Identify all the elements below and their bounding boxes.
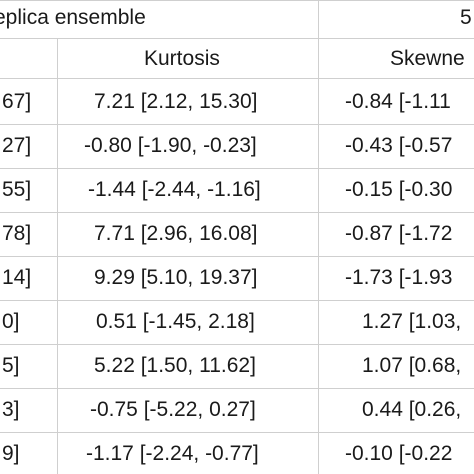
table-cell-left: 0] bbox=[2, 310, 20, 333]
table-cell-left: 55] bbox=[2, 178, 32, 201]
table-cell-left: 9] bbox=[2, 442, 20, 465]
table-cell-left: 5] bbox=[2, 354, 20, 377]
table-cell-skewness: 0.44 [0.26, bbox=[362, 398, 462, 421]
row-divider bbox=[0, 432, 474, 433]
table-cell-skewness: 1.07 [0.68, bbox=[362, 354, 462, 377]
column-header-skewness: Skewne bbox=[390, 47, 465, 70]
table-cell-left: 27] bbox=[2, 134, 32, 157]
column-header-kurtosis: Kurtosis bbox=[144, 47, 220, 70]
table-cell-left: 14] bbox=[2, 266, 32, 289]
table-cell-kurtosis: -0.75 [-5.22, 0.27] bbox=[90, 398, 256, 421]
table-cell-skewness: -0.87 [-1.72 bbox=[345, 222, 453, 245]
table-cell-kurtosis: -1.44 [-2.44, -1.16] bbox=[88, 178, 261, 201]
row-divider bbox=[0, 168, 474, 169]
row-divider bbox=[0, 0, 474, 1]
table-cell-kurtosis: 9.29 [5.10, 19.37] bbox=[94, 266, 258, 289]
column-divider bbox=[318, 0, 319, 474]
table-cell-skewness: -1.73 [-1.93 bbox=[345, 266, 453, 289]
table-cell-kurtosis: 7.21 [2.12, 15.30] bbox=[94, 90, 258, 113]
row-divider bbox=[0, 78, 474, 79]
row-divider bbox=[0, 300, 474, 301]
table-cell-skewness: -0.10 [-0.22 bbox=[345, 442, 453, 465]
table-cell-left: 3] bbox=[2, 398, 20, 421]
table-cell-left: 67] bbox=[2, 90, 32, 113]
row-divider bbox=[0, 256, 474, 257]
table-cell-left: 78] bbox=[2, 222, 32, 245]
group-header-right: 5 bbox=[460, 6, 472, 29]
table-cell-skewness: 1.27 [1.03, bbox=[362, 310, 462, 333]
table-cell-kurtosis: -0.80 [-1.90, -0.23] bbox=[84, 134, 257, 157]
table-cell-kurtosis: 5.22 [1.50, 11.62] bbox=[94, 354, 256, 377]
row-divider bbox=[0, 388, 474, 389]
table-cell-skewness: -0.84 [-1.11 bbox=[345, 90, 451, 113]
table-cell-skewness: -0.43 [-0.57 bbox=[345, 134, 453, 157]
table-cell-kurtosis: 0.51 [-1.45, 2.18] bbox=[96, 310, 255, 333]
group-header-replica-ensemble: eplica ensemble bbox=[0, 6, 146, 29]
table-cell-kurtosis: 7.71 [2.96, 16.08] bbox=[94, 222, 258, 245]
row-divider bbox=[0, 38, 474, 39]
row-divider bbox=[0, 212, 474, 213]
table-cell-kurtosis: -1.17 [-2.24, -0.77] bbox=[86, 442, 259, 465]
row-divider bbox=[0, 124, 474, 125]
row-divider bbox=[0, 344, 474, 345]
table-cell-skewness: -0.15 [-0.30 bbox=[345, 178, 453, 201]
